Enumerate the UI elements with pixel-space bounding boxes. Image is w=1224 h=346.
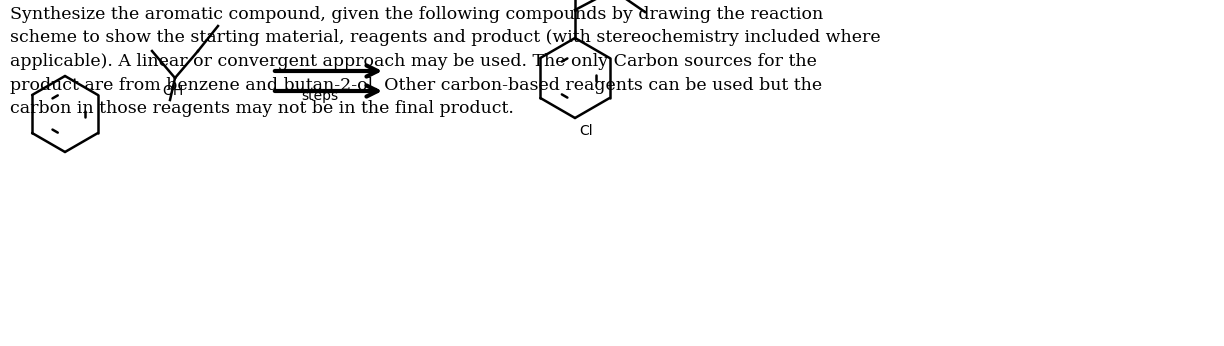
Text: Synthesize the aromatic compound, given the following compounds by drawing the r: Synthesize the aromatic compound, given … bbox=[10, 6, 880, 117]
Text: OH: OH bbox=[162, 84, 184, 98]
Text: Cl: Cl bbox=[579, 124, 592, 138]
Text: steps: steps bbox=[301, 89, 339, 103]
